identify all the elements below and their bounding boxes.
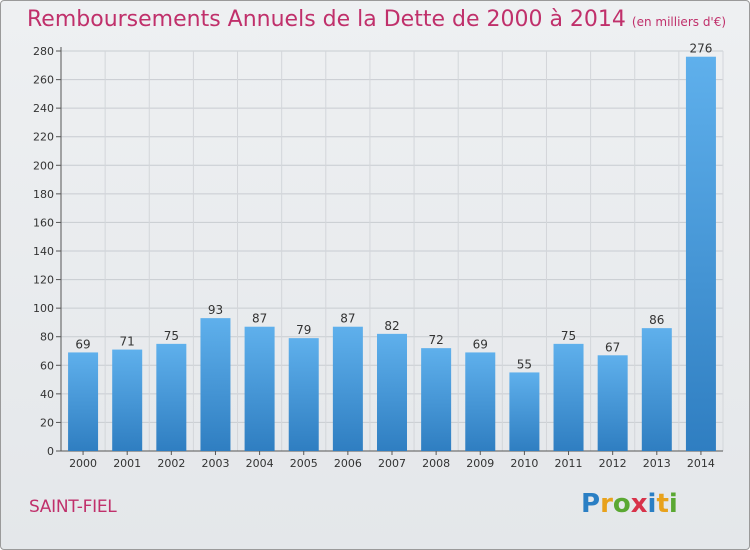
bar-2001 bbox=[112, 349, 143, 451]
y-tick-label: 0 bbox=[47, 445, 54, 458]
x-tick-label: 2010 bbox=[510, 457, 538, 470]
bar-2005 bbox=[288, 338, 319, 451]
y-tick-label: 180 bbox=[33, 188, 54, 201]
y-tick-label: 260 bbox=[33, 74, 54, 87]
bars: 69 71 75 93 87 79 87 82 72 69 55 75 67 86 276 bbox=[68, 42, 716, 451]
x-tick-label: 2000 bbox=[69, 457, 97, 470]
y-tick-label: 240 bbox=[33, 102, 54, 115]
logo-letter: r bbox=[600, 489, 613, 519]
x-tick-label: 2009 bbox=[466, 457, 494, 470]
bar-2000 bbox=[68, 352, 99, 451]
x-tick-label: 2006 bbox=[334, 457, 362, 470]
y-tick-label: 140 bbox=[33, 245, 54, 258]
x-tick-label: 2013 bbox=[643, 457, 671, 470]
y-tick-label: 60 bbox=[40, 359, 54, 372]
x-tick-label: 2012 bbox=[599, 457, 627, 470]
chart-title: Remboursements Annuels de la Dette de 20… bbox=[27, 7, 726, 32]
data-label-2010: 55 bbox=[517, 357, 532, 371]
proxiti-logo: Proxiti bbox=[581, 489, 678, 519]
data-label-2014: 276 bbox=[689, 42, 712, 56]
bar-2006 bbox=[332, 326, 363, 451]
chart-subtitle: (en milliers d'€) bbox=[631, 15, 727, 29]
data-label-2007: 82 bbox=[384, 319, 399, 333]
bar-2002 bbox=[156, 343, 187, 451]
logo-letter: t bbox=[656, 489, 669, 519]
x-tick-label: 2014 bbox=[687, 457, 715, 470]
data-label-2013: 86 bbox=[649, 313, 664, 327]
data-label-2011: 75 bbox=[561, 329, 576, 343]
logo-letter: P bbox=[581, 489, 601, 519]
data-label-2008: 72 bbox=[428, 333, 443, 347]
x-tick-label: 2008 bbox=[422, 457, 450, 470]
y-tick-label: 120 bbox=[33, 274, 54, 287]
y-tick-label: 200 bbox=[33, 159, 54, 172]
x-tick-label: 2001 bbox=[113, 457, 141, 470]
bar-2009 bbox=[465, 352, 496, 451]
y-tick-label: 280 bbox=[33, 45, 54, 58]
bar-2014 bbox=[685, 56, 716, 451]
bar-2003 bbox=[200, 318, 231, 451]
y-tick-label: 220 bbox=[33, 131, 54, 144]
y-tick-label: 160 bbox=[33, 216, 54, 229]
data-label-2002: 75 bbox=[164, 329, 179, 343]
data-label-2003: 93 bbox=[208, 303, 223, 317]
bar-2008 bbox=[421, 348, 452, 451]
y-tick-label: 40 bbox=[40, 388, 54, 401]
bar-2010 bbox=[509, 372, 540, 451]
bar-2013 bbox=[641, 328, 672, 451]
x-tick-label: 2011 bbox=[555, 457, 583, 470]
x-tick-label: 2004 bbox=[246, 457, 274, 470]
y-tick-label: 20 bbox=[40, 416, 54, 429]
logo-letter: o bbox=[612, 489, 631, 519]
data-label-2012: 67 bbox=[605, 340, 620, 354]
data-label-2000: 69 bbox=[75, 337, 90, 351]
commune-name: SAINT-FIEL bbox=[29, 497, 117, 517]
x-tick-label: 2007 bbox=[378, 457, 406, 470]
data-label-2005: 79 bbox=[296, 323, 311, 337]
data-label-2004: 87 bbox=[252, 312, 267, 326]
x-tick-label: 2005 bbox=[290, 457, 318, 470]
axes: 0 20 40 60 80 100 120 140 160 180 200 220 240 260 280 2… bbox=[33, 45, 723, 470]
y-tick-label: 80 bbox=[40, 331, 54, 344]
bar-2007 bbox=[377, 333, 407, 451]
data-label-2001: 71 bbox=[120, 335, 135, 349]
bar-2004 bbox=[244, 326, 275, 451]
bar-2011 bbox=[553, 343, 584, 451]
data-label-2006: 87 bbox=[340, 312, 355, 326]
y-tick-label: 100 bbox=[33, 302, 54, 315]
logo-letter: i bbox=[668, 489, 678, 519]
chart-title-text: Remboursements Annuels de la Dette de 20… bbox=[27, 7, 626, 32]
logo-letter: x bbox=[630, 489, 648, 519]
x-tick-label: 2003 bbox=[201, 457, 229, 470]
data-label-2009: 69 bbox=[473, 337, 488, 351]
bar-2012 bbox=[597, 355, 628, 451]
x-tick-label: 2002 bbox=[157, 457, 185, 470]
logo-letter: i bbox=[647, 489, 657, 519]
